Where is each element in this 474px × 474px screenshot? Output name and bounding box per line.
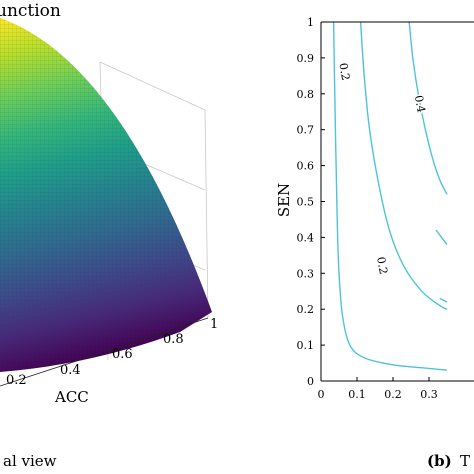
y-tick-label: 0.8 xyxy=(297,88,315,101)
x-tick-label: 0.1 xyxy=(348,388,366,401)
x-tick-label: 0 xyxy=(318,388,325,401)
y-tick-label: 0.9 xyxy=(297,52,315,65)
contour-labels: 0.2 0.4 0.2 xyxy=(335,60,429,276)
acc-axis-line xyxy=(0,317,209,387)
right-caption: T xyxy=(460,452,470,470)
contour-lines xyxy=(332,21,448,371)
acc-tick-label: 0.8 xyxy=(163,332,184,347)
contour-line xyxy=(435,229,448,246)
left-panel: unction 0.2 0.4 0.6 0.8 1 ACC al view xyxy=(0,1,218,470)
surface-mesh xyxy=(0,18,212,372)
acc-tick-label: 1 xyxy=(210,317,218,332)
contour-line xyxy=(439,297,448,303)
contour-label: 0.2 xyxy=(336,62,352,81)
contour-label: 0.4 xyxy=(412,94,428,113)
contour-line xyxy=(359,21,448,310)
y-tick-label: 0.3 xyxy=(297,267,315,280)
y-tick-label: 0.1 xyxy=(297,339,315,352)
y-tick-label: 0.4 xyxy=(297,231,315,244)
right-panel: 0.20.40.2 00.10.20.30.40.50.60.70.80.91 … xyxy=(275,16,474,470)
x-tick-label: 0.2 xyxy=(384,388,402,401)
y-tick-label: 1 xyxy=(307,16,314,29)
x-ticks: 0 0.1 0.2 0.3 xyxy=(318,377,438,401)
acc-ticks: 0.2 0.4 0.6 0.8 1 xyxy=(6,317,218,388)
y-tick-label: 0.7 xyxy=(297,124,315,137)
left-caption: al view xyxy=(3,452,57,470)
right-caption-label: (b) xyxy=(427,452,452,470)
contour-line xyxy=(408,21,448,195)
acc-tick-label: 0.6 xyxy=(112,347,133,362)
acc-tick-label: 0.2 xyxy=(6,373,27,388)
y-axis-label: SEN xyxy=(275,183,293,217)
y-tick-label: 0 xyxy=(307,375,314,388)
y-tick-label: 0.6 xyxy=(297,160,315,173)
contour-label: 0.2 xyxy=(374,256,390,275)
acc-axis-label: ACC xyxy=(54,388,89,406)
left-title: unction xyxy=(0,1,61,21)
y-tick-label: 0.2 xyxy=(297,303,315,316)
contour-line xyxy=(332,21,448,371)
acc-tick-label: 0.4 xyxy=(60,363,81,378)
x-tick-label: 0.3 xyxy=(420,388,438,401)
y-tick-label: 0.5 xyxy=(297,196,315,209)
y-ticks: 0 0.1 0.2 0.3 0.4 0.5 0.6 0.7 0.8 0.9 1 xyxy=(297,16,325,388)
